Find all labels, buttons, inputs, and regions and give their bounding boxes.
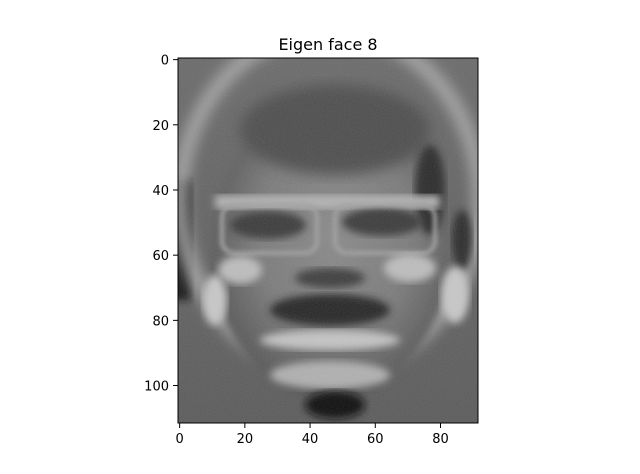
y-tick-label: 0 xyxy=(161,54,169,69)
x-tick-label: 60 xyxy=(367,432,384,447)
x-tick-label: 0 xyxy=(175,432,183,447)
y-tick-label: 60 xyxy=(152,249,169,264)
x-tick-label: 80 xyxy=(432,432,449,447)
y-axis-ticks: 0 20 40 60 80 100 xyxy=(144,54,178,395)
y-tick-label: 40 xyxy=(152,184,169,199)
chart-title: Eigen face 8 xyxy=(278,35,377,54)
y-tick-label: 20 xyxy=(152,119,169,134)
eigenface-image xyxy=(178,58,478,423)
y-tick-label: 80 xyxy=(152,314,169,329)
x-axis-ticks: 0 20 40 60 80 xyxy=(175,423,449,447)
x-tick-label: 20 xyxy=(237,432,254,447)
x-tick-label: 40 xyxy=(302,432,319,447)
y-tick-label: 100 xyxy=(144,380,169,395)
axes-frame xyxy=(177,57,479,424)
